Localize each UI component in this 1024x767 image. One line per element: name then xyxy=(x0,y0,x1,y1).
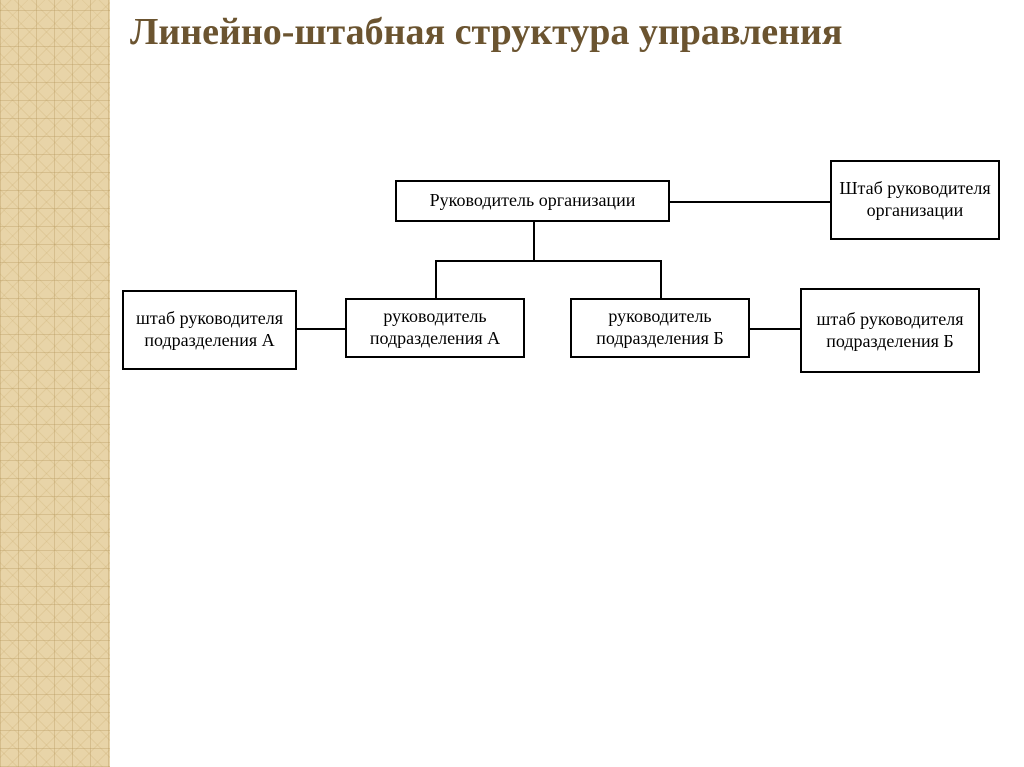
node-staffA: штаб руководителя подразделения А xyxy=(122,290,297,370)
node-headB: руководитель подразделения Б xyxy=(570,298,750,358)
connector xyxy=(660,260,662,298)
connector xyxy=(297,328,345,330)
decorative-sidebar xyxy=(0,0,110,767)
slide-title: Линейно-штабная структура управления xyxy=(130,10,930,56)
connector xyxy=(670,201,830,203)
connector xyxy=(435,260,660,262)
connector xyxy=(533,222,535,260)
node-staffB: штаб руководителя подразделения Б xyxy=(800,288,980,373)
org-chart: Руководитель организацииШтаб руководител… xyxy=(110,180,1024,440)
node-headA: руководитель подразделения А xyxy=(345,298,525,358)
node-root: Руководитель организации xyxy=(395,180,670,222)
node-staff0: Штаб руководителя организации xyxy=(830,160,1000,240)
connector xyxy=(435,260,437,298)
connector xyxy=(750,328,800,330)
